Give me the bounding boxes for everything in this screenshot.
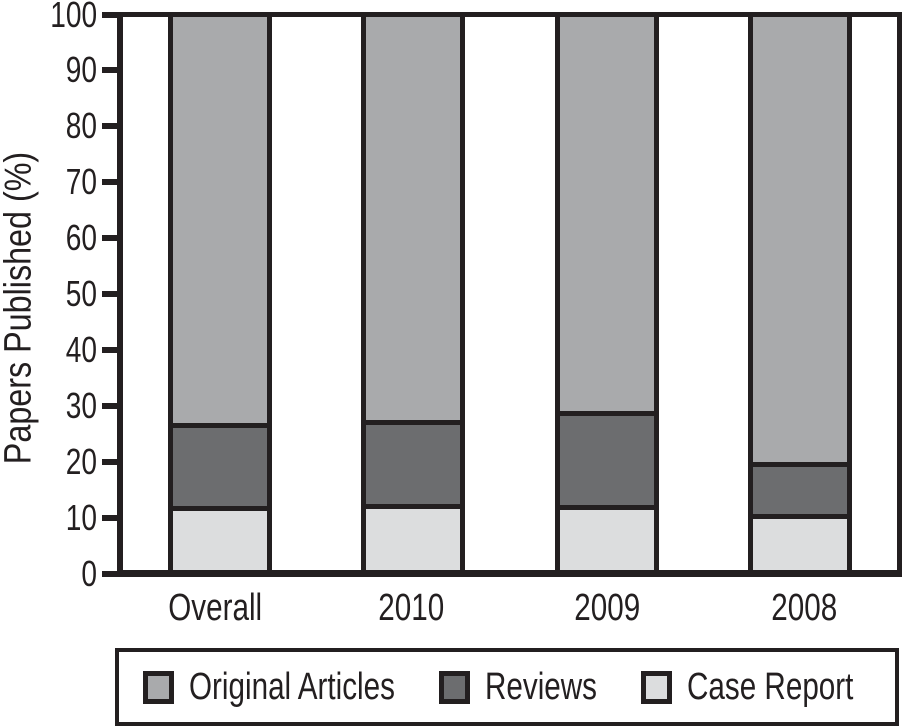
legend-item-case-report: Case Report <box>640 667 853 707</box>
legend-item-original-articles: Original Articles <box>143 667 395 707</box>
legend-label-text: Original Articles <box>189 666 395 708</box>
y-tick-label: 30 <box>0 384 97 426</box>
segment-case-report <box>172 511 267 570</box>
bars-container <box>123 17 897 570</box>
y-tick-label-text: 10 <box>65 496 97 538</box>
y-tick-label-text: 0 <box>81 552 97 594</box>
legend-swatch-original-articles <box>143 670 174 704</box>
y-tick-label: 50 <box>0 276 97 312</box>
segment-original-articles <box>366 17 461 426</box>
y-tick-label-text: 80 <box>65 105 97 147</box>
y-tick <box>102 346 119 353</box>
y-tick-label-text: 60 <box>65 217 97 259</box>
y-tick-label: 90 <box>0 52 97 88</box>
x-label-text: 2008 <box>770 587 837 629</box>
y-tick-label: 40 <box>0 328 97 370</box>
segment-reviews <box>753 466 848 519</box>
y-tick <box>102 458 119 465</box>
y-tick-label-text: 100 <box>50 0 97 35</box>
bar-2008 <box>748 17 853 570</box>
segment-case-report <box>366 509 461 570</box>
y-tick <box>102 402 119 409</box>
bar-2009 <box>554 17 659 570</box>
segment-reviews <box>172 427 267 512</box>
legend-label: Original Articles <box>189 667 395 707</box>
legend: Original Articles Reviews Case Report <box>115 648 899 726</box>
legend-label-text: Case Report <box>686 666 853 708</box>
segment-original-articles <box>753 17 848 467</box>
bar-overall <box>167 17 272 570</box>
y-tick <box>102 514 119 521</box>
x-label-text: Overall <box>168 587 263 629</box>
x-axis-labels: Overall 2010 2009 2008 <box>117 588 902 630</box>
y-tick-label-text: 70 <box>65 161 97 203</box>
legend-label: Reviews <box>485 667 597 707</box>
legend-swatch-case-report <box>640 670 672 704</box>
y-tick <box>102 67 119 74</box>
y-tick <box>102 11 119 18</box>
bar-2010 <box>361 17 466 570</box>
segment-case-report <box>559 509 654 570</box>
y-tick-label: 10 <box>0 496 97 538</box>
legend-label: Case Report <box>687 667 853 707</box>
segment-reviews <box>559 415 654 510</box>
y-tick-label-text: 40 <box>65 328 97 370</box>
legend-swatch-reviews <box>438 670 470 704</box>
segment-original-articles <box>172 17 267 428</box>
x-label-2008: 2008 <box>752 588 856 630</box>
y-tick-label: 100 <box>0 0 97 33</box>
y-tick-label-text: 30 <box>65 384 97 426</box>
y-tick-label-text: 20 <box>65 440 97 482</box>
y-tick-label: 60 <box>0 220 97 256</box>
segment-reviews <box>366 425 461 510</box>
y-tick-label-text: 90 <box>65 49 97 91</box>
y-tick-label: 70 <box>0 164 97 200</box>
y-tick <box>102 570 119 577</box>
plot-area <box>117 12 902 577</box>
legend-label-text: Reviews <box>484 666 597 708</box>
y-tick-label: 80 <box>0 108 97 144</box>
y-tick <box>102 291 119 297</box>
y-tick-label: 0 <box>0 552 97 594</box>
x-label-text: 2009 <box>574 587 641 629</box>
x-label-2010: 2010 <box>359 588 463 630</box>
segment-case-report <box>753 518 848 570</box>
x-label-2009: 2009 <box>556 588 660 630</box>
segment-original-articles <box>559 17 654 416</box>
y-tick <box>102 123 119 130</box>
y-tick <box>102 179 119 186</box>
y-tick-label: 20 <box>0 440 97 482</box>
y-tick <box>102 235 119 242</box>
x-label-overall: Overall <box>163 588 267 630</box>
y-tick-label-text: 50 <box>65 273 97 314</box>
x-label-text: 2010 <box>378 587 445 629</box>
legend-item-reviews: Reviews <box>438 667 597 707</box>
